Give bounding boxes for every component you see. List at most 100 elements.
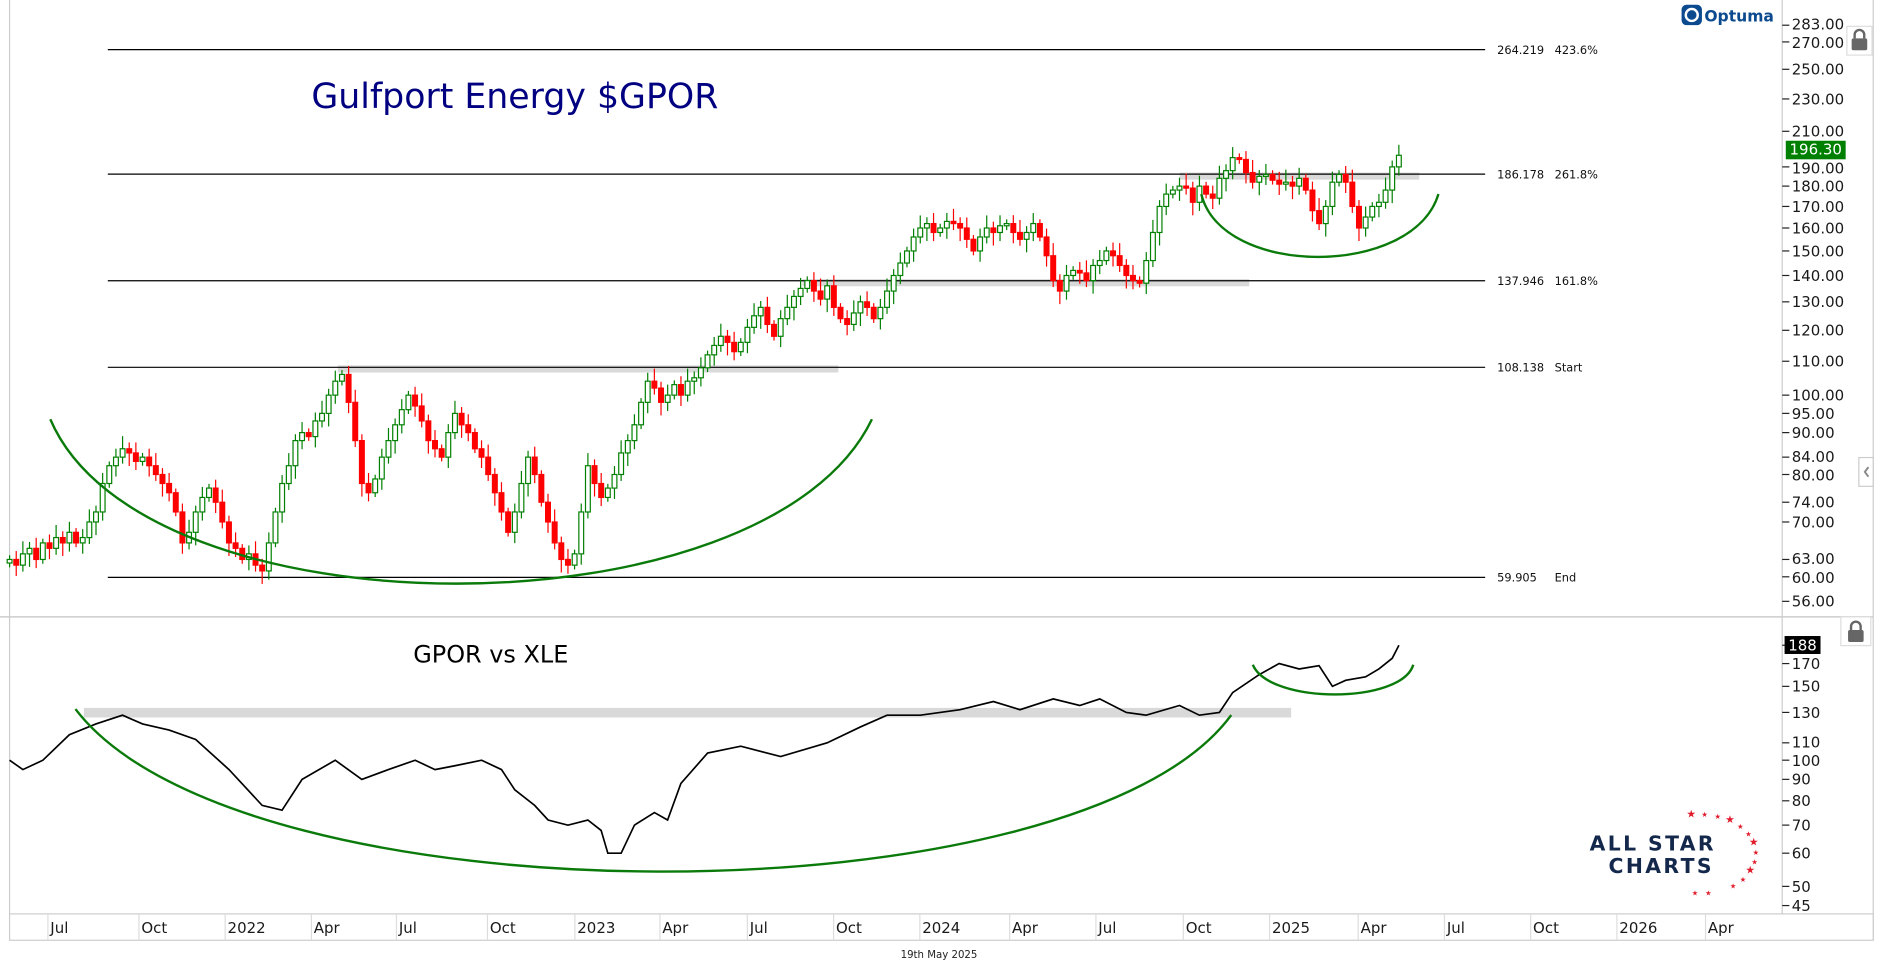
star-icon: ★	[1701, 810, 1707, 819]
rs-tick-label: 80	[1792, 792, 1811, 810]
candle	[1143, 252, 1150, 295]
candle	[571, 549, 578, 570]
candle	[624, 434, 631, 466]
candle-body	[870, 306, 877, 320]
candle	[850, 300, 857, 331]
star-icon: ★	[1705, 889, 1711, 898]
candle-body	[412, 394, 419, 407]
candle-body	[850, 312, 857, 326]
candle	[1223, 164, 1230, 192]
candle	[1302, 174, 1309, 195]
candle-body	[711, 344, 718, 356]
candle	[910, 228, 917, 262]
candle-body	[777, 318, 784, 337]
time-axis[interactable]: Jul Oct 2022 Apr Jul Oct 2023 Apr Jul Oct 2024 Apr J…	[47, 913, 1735, 941]
candle	[711, 337, 718, 366]
rs-tick-label: 70	[1792, 817, 1811, 835]
lock-icon	[1851, 38, 1868, 51]
price-tick-label: 270.00	[1792, 34, 1844, 52]
lock-top-button[interactable]	[1846, 25, 1873, 56]
time-label: Jul	[398, 919, 417, 937]
candle	[405, 390, 412, 414]
price-tick-label: 190.00	[1792, 159, 1844, 177]
candle-body	[963, 227, 970, 240]
candle	[1309, 181, 1316, 222]
candle	[1050, 243, 1057, 288]
fib-label: 423.6%	[1555, 43, 1599, 57]
candle-body	[903, 250, 910, 264]
collapse-panel-button[interactable]	[1858, 456, 1874, 487]
star-icon: ★	[1749, 836, 1759, 849]
candle	[598, 472, 605, 507]
fib-value: 137.946	[1497, 274, 1544, 288]
candle	[797, 277, 804, 306]
candle-body	[598, 482, 605, 499]
candle-body	[877, 306, 884, 320]
candle	[525, 450, 532, 497]
price-tick-label: 110.00	[1792, 353, 1844, 371]
candle-body	[990, 227, 997, 234]
price-tick-label: 95.00	[1792, 405, 1835, 423]
candle-body	[950, 220, 957, 225]
candle	[1063, 264, 1070, 300]
candle	[1329, 171, 1336, 216]
candle-body	[392, 424, 399, 442]
candle-body	[1229, 157, 1236, 172]
candle-body	[1362, 216, 1369, 229]
candle-body	[651, 380, 658, 389]
time-label: Jul	[1097, 919, 1116, 937]
candle-body	[498, 492, 505, 513]
candle	[1336, 170, 1343, 187]
allstarcharts-logo: ★ ★ ★ ★★★★★★★★★★★ ALL STAR CHARTS	[1590, 807, 1759, 897]
candle-body	[1050, 255, 1057, 282]
candle	[744, 318, 751, 354]
candle-body	[119, 448, 126, 458]
candle-body	[1322, 205, 1329, 225]
band-138	[802, 279, 1250, 287]
price-tick-label: 63.00	[1792, 550, 1835, 568]
candle	[990, 221, 997, 246]
x-axis-bar[interactable]	[8, 913, 1874, 941]
candle	[259, 558, 266, 584]
candle	[13, 551, 20, 576]
candle-body	[857, 301, 864, 314]
candle-body	[638, 401, 645, 426]
candle-body	[405, 394, 412, 411]
rs-line	[9, 644, 1400, 855]
lock-bottom-button[interactable]	[1840, 616, 1872, 647]
candle-body	[790, 295, 797, 308]
candles	[6, 144, 1402, 584]
candle	[338, 370, 345, 386]
candle-body	[1249, 171, 1256, 183]
candle	[1203, 181, 1210, 199]
time-label: Jul	[749, 919, 768, 937]
candle	[358, 434, 365, 497]
time-label: Oct	[1533, 919, 1559, 937]
optuma-logo: Optuma	[1681, 4, 1774, 26]
candle	[1036, 219, 1043, 242]
candle	[1229, 147, 1236, 180]
candle-body	[1256, 175, 1263, 183]
time-label: 2026	[1619, 919, 1657, 937]
candle	[1056, 274, 1063, 305]
candle-body	[219, 501, 226, 523]
candle-body	[365, 482, 372, 494]
candle-body	[372, 478, 379, 494]
candle-body	[545, 501, 552, 523]
price-tick-label: 250.00	[1792, 61, 1844, 79]
fib-value: 264.219	[1497, 43, 1544, 57]
candle-body	[677, 384, 684, 396]
candle	[1083, 260, 1090, 288]
candle-body	[1236, 157, 1243, 161]
candle	[983, 215, 990, 244]
candle-body	[59, 536, 66, 544]
candle	[1196, 175, 1203, 211]
candle-body	[332, 380, 339, 396]
candle	[438, 444, 445, 462]
candle	[1043, 228, 1050, 267]
candle	[538, 470, 545, 507]
candle	[498, 482, 505, 521]
candle	[1116, 243, 1123, 272]
